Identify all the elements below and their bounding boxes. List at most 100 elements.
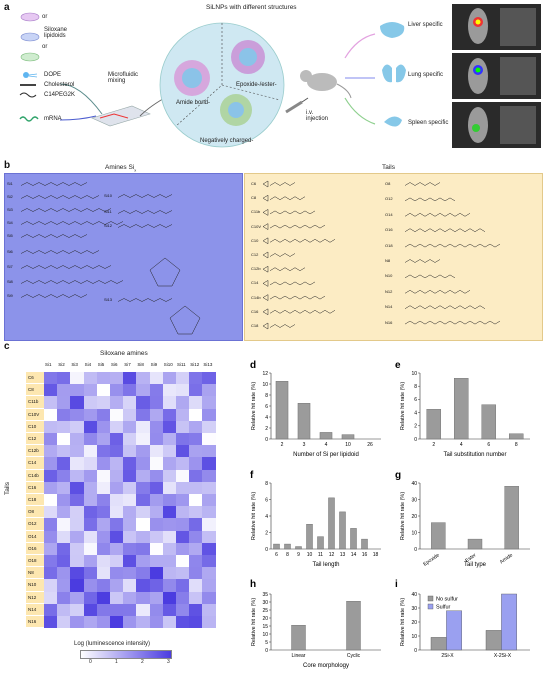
legend-or-2: or [42, 44, 48, 50]
chart-letter: i [395, 579, 398, 590]
tail-chain [404, 228, 486, 232]
heatmap-row-label: C12b [26, 445, 44, 457]
y-tick-label: 30 [411, 497, 417, 503]
heatmap-col-label: Si1 [45, 362, 52, 367]
heatmap-cell [136, 616, 150, 629]
heatmap-cell [123, 420, 137, 433]
segment-negative: Negatively charged- [200, 138, 254, 144]
panel-a-illustration [19, 4, 541, 148]
heatmap-row-label: N10 [26, 579, 44, 591]
heatmap-cell [57, 530, 71, 543]
outcome-lung: Lung specific [408, 72, 444, 78]
heatmap-cell [189, 481, 203, 494]
y-tick-label: 40 [411, 481, 417, 487]
heatmap-cell [44, 384, 58, 397]
panel-a-title: SiLNPs with different structures [206, 4, 297, 11]
heatmap-cell [110, 530, 124, 543]
heatmap-cell [189, 384, 203, 397]
heatmap-col-label: Si11 [177, 362, 186, 367]
heatmap-cell [110, 384, 124, 397]
legend-cholesterol: Cholesterol [44, 82, 75, 88]
heatmap-cell [149, 445, 163, 458]
legend-mrna: mRNA [44, 116, 62, 122]
amine-id: Si3 [7, 207, 13, 212]
bar [346, 601, 361, 651]
heatmap-cell [83, 469, 97, 482]
heatmap-cell [162, 603, 176, 616]
y-tick-label: 6 [265, 497, 268, 503]
chart-e: e 0 2 4 6 8 10 Relative hit rate (%) Tail substi… [395, 360, 530, 458]
heatmap-cell [136, 567, 150, 580]
heatmap-cell [96, 579, 110, 592]
tail-chain [269, 310, 336, 314]
heatmap-cell [202, 494, 216, 507]
tail-chain [404, 213, 471, 217]
legend-label: Sulfur [436, 605, 451, 611]
heatmap-cell [57, 494, 71, 507]
heatmap-cell [176, 603, 190, 616]
heatmap-cell [202, 603, 216, 616]
x-tick-label: X-2Si-X [494, 653, 512, 659]
heatmap-row-label: N16 [26, 616, 44, 628]
amine-id: Si2 [7, 194, 13, 199]
heatmap-cell [202, 445, 216, 458]
heatmap-cell [57, 567, 71, 580]
heatmap-cell [83, 555, 97, 568]
heatmap-cell [96, 469, 110, 482]
arrow-liver [344, 33, 376, 59]
dope-icon [23, 72, 38, 78]
heatmap-cell [110, 579, 124, 592]
heatmap-row-label: C6 [26, 372, 44, 384]
heatmap-row-label: C18 [26, 494, 44, 506]
heatmap-col-label: Si3 [71, 362, 78, 367]
tail-id-right: O8 [385, 181, 391, 186]
heatmap-cell [123, 445, 137, 458]
y-tick-label: 2 [414, 424, 417, 430]
heatmap-row-label: C10V [26, 408, 44, 420]
heatmap-cell [136, 518, 150, 531]
chart-i: i 0 10 20 30 40 Relative hit rate (%) 2Si-X X-2S… [395, 579, 530, 659]
heatmap-cell [162, 481, 176, 494]
y-tick-label: 8 [265, 393, 268, 399]
x-tick-label: 3 [303, 442, 306, 448]
heatmap-cell [96, 481, 110, 494]
heatmap-cell [83, 408, 97, 421]
tail-id-left: C10 [251, 237, 259, 243]
tail-chain [404, 290, 471, 294]
heatmap-cell [149, 579, 163, 592]
tail-id-right: N14 [385, 304, 393, 310]
heatmap-cell [57, 616, 71, 629]
x-axis-label: Tail substitution number [443, 452, 506, 458]
colorbar-tick: 3 [167, 659, 170, 665]
heatmap-cell [149, 518, 163, 531]
heatmap-cell [136, 433, 150, 446]
bar [273, 543, 280, 550]
heatmap-cell [189, 530, 203, 543]
heatmap-cell [110, 616, 124, 629]
heatmap-cell [176, 481, 190, 494]
heatmap-cell [110, 591, 124, 604]
heatmap-cell [202, 396, 216, 409]
cyclic-core [169, 305, 201, 335]
heatmap-cell [110, 469, 124, 482]
heatmap-cell [202, 433, 216, 446]
heatmap-cell [70, 506, 84, 519]
heatmap-cell [57, 469, 71, 482]
tail-chain [269, 196, 306, 200]
heatmap-cell [176, 384, 190, 397]
tail-id-right: O14 [385, 211, 393, 217]
heatmap-cell [70, 616, 84, 629]
heatmap-cell [57, 518, 71, 531]
heatmap-cell [96, 591, 110, 604]
heatmap-row-label: C11b [26, 396, 44, 408]
heatmap-cell [162, 555, 176, 568]
heatmap-row-label: O12 [26, 518, 44, 530]
heatmap-cell [110, 445, 124, 458]
tail-chain [404, 305, 486, 309]
heatmap-cell [162, 420, 176, 433]
heatmap-cell [189, 408, 203, 421]
y-tick-label: 6 [265, 404, 268, 410]
heatmap-cell [162, 542, 176, 555]
amine-id: Si1 [7, 181, 13, 186]
heatmap-cell [202, 530, 216, 543]
